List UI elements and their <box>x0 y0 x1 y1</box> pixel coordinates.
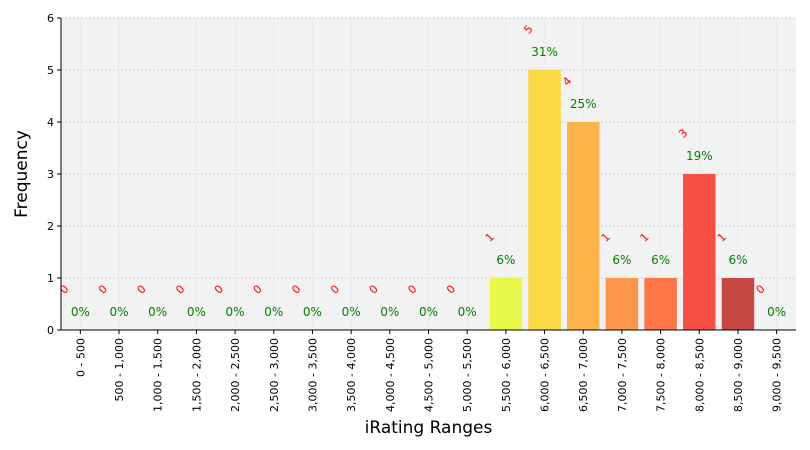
y-tick-label: 4 <box>47 116 54 129</box>
y-axis-title: Frequency <box>12 130 32 218</box>
percent-label: 19% <box>686 149 713 163</box>
bar <box>528 70 561 330</box>
percent-label: 0% <box>419 305 438 319</box>
percent-label: 25% <box>570 97 597 111</box>
bar <box>644 278 677 330</box>
x-tick-label: 4,500 - 5,000 <box>423 338 436 412</box>
y-tick-label: 6 <box>47 12 54 25</box>
x-tick-label: 500 - 1,000 <box>113 338 126 401</box>
bar <box>489 278 523 330</box>
percent-label: 0% <box>380 305 399 319</box>
x-tick-label: 8,500 - 9,000 <box>732 338 745 412</box>
x-tick-label: 2,500 - 3,000 <box>268 338 281 412</box>
x-tick-label: 3,000 - 3,500 <box>306 338 319 412</box>
x-tick-label: 1,000 - 1,500 <box>152 338 165 412</box>
x-tick-label: 4,000 - 4,500 <box>384 338 397 412</box>
x-tick-label: 9,000 - 9,500 <box>771 338 784 412</box>
percent-label: 0% <box>71 305 90 319</box>
bar <box>721 278 755 330</box>
y-tick-label: 0 <box>47 324 54 337</box>
y-tick-label: 5 <box>47 64 54 77</box>
bar <box>605 278 639 330</box>
percent-label: 6% <box>496 253 515 267</box>
y-tick-label: 2 <box>47 220 54 233</box>
percent-label: 0% <box>767 305 786 319</box>
x-tick-label: 7,500 - 8,000 <box>655 338 668 412</box>
x-tick-label: 2,000 - 2,500 <box>229 338 242 412</box>
bar <box>683 174 716 330</box>
percent-label: 6% <box>612 253 631 267</box>
x-tick-label: 5,000 - 5,500 <box>461 338 474 412</box>
percent-label: 0% <box>110 305 129 319</box>
axes: 0 1 2 3 4 5 6 0 - 500 500 - 1,000 1,000 - 1,500 1,… <box>47 12 796 412</box>
percent-label: 0% <box>303 305 322 319</box>
x-tick-label: 7,000 - 7,500 <box>616 338 629 412</box>
percent-label: 0% <box>226 305 245 319</box>
percent-label: 0% <box>148 305 167 319</box>
percent-label: 6% <box>728 253 747 267</box>
bars <box>489 70 755 330</box>
percent-label: 0% <box>342 305 361 319</box>
percent-label: 0% <box>264 305 283 319</box>
x-tick-label: 8,000 - 8,500 <box>693 338 706 412</box>
y-tick-label: 3 <box>47 168 54 181</box>
y-tick-label: 1 <box>47 272 54 285</box>
x-tick-label: 6,500 - 7,000 <box>577 338 590 412</box>
percent-label: 0% <box>187 305 206 319</box>
percent-label: 31% <box>531 45 558 59</box>
x-axis-title: iRating Ranges <box>365 418 493 438</box>
x-tick-label: 3,500 - 4,000 <box>345 338 358 412</box>
percent-label: 0% <box>458 305 477 319</box>
x-tick-label: 5,500 - 6,000 <box>500 338 513 412</box>
x-tick-label: 1,500 - 2,000 <box>190 338 203 412</box>
percent-label: 6% <box>651 253 670 267</box>
x-tick-label: 6,000 - 6,500 <box>539 338 552 412</box>
bar <box>566 122 600 330</box>
x-tick-label: 0 - 500 <box>74 338 87 377</box>
